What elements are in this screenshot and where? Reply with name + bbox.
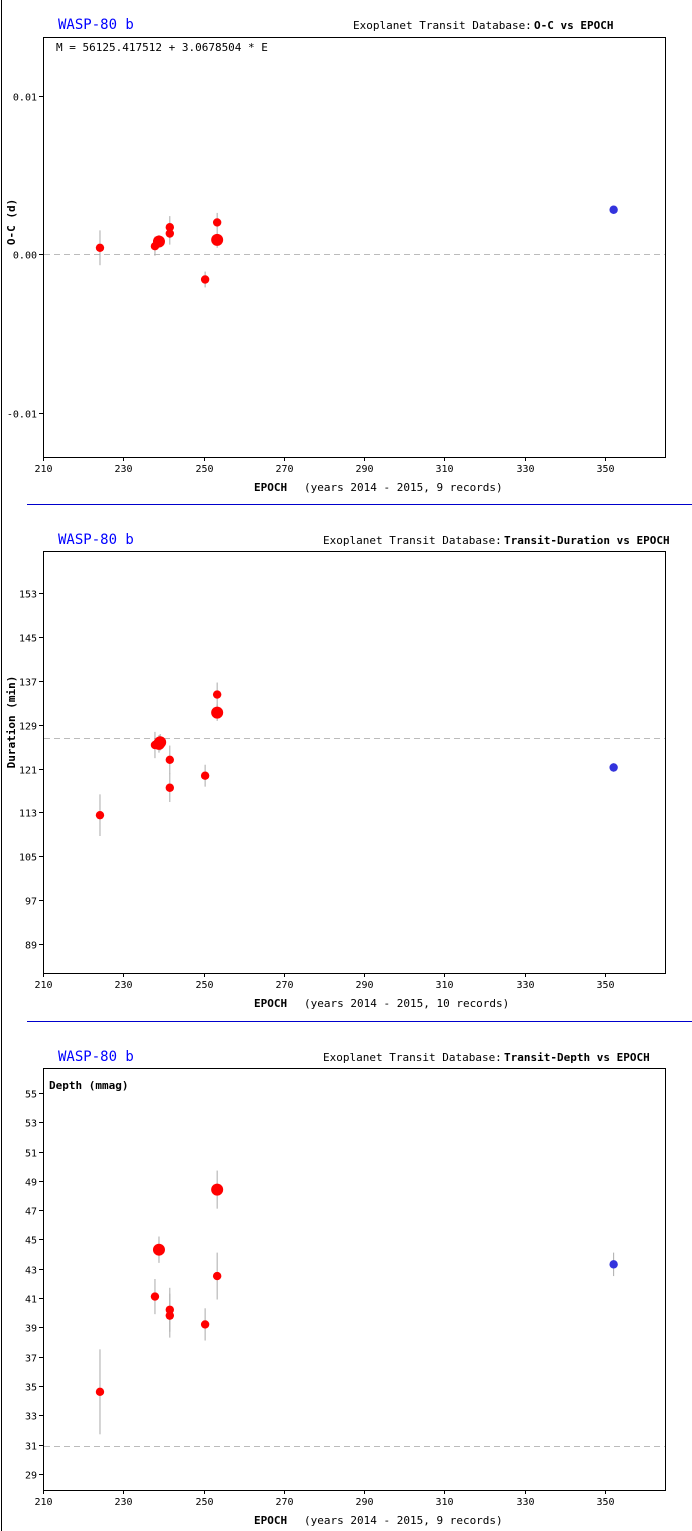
y-tick-label: 37 <box>25 1354 37 1365</box>
y-tick-label: 53 <box>25 1119 37 1130</box>
x-axis-note: (years 2014 - 2015, 9 records) <box>304 1514 503 1527</box>
data-point <box>150 1292 160 1301</box>
chart-title: O-C vs EPOCH <box>534 19 613 32</box>
x-axis-note: (years 2014 - 2015, 10 records) <box>304 997 509 1010</box>
x-tick-label: 290 <box>355 980 373 991</box>
data-point <box>200 275 210 284</box>
x-tick-label: 270 <box>275 980 293 991</box>
x-tick-label: 270 <box>275 1497 293 1508</box>
x-tick-label: 350 <box>596 1497 614 1508</box>
y-tick-label: 31 <box>25 1442 37 1453</box>
x-tick-label: 310 <box>435 980 453 991</box>
planet-title[interactable]: WASP-80 b <box>58 532 134 548</box>
data-point <box>211 706 224 719</box>
x-tick-label: 230 <box>114 980 132 991</box>
y-tick-label: 145 <box>19 634 37 645</box>
y-axis-label: Depth (mmag) <box>49 1079 128 1092</box>
database-label: Exoplanet Transit Database: <box>323 534 502 547</box>
x-tick-label: 210 <box>34 980 52 991</box>
x-tick-label: 270 <box>275 464 293 475</box>
y-tick-label: 129 <box>19 722 37 733</box>
y-tick-label: 43 <box>25 1266 37 1277</box>
x-axis-label: EPOCH <box>254 997 287 1010</box>
y-tick-label: 35 <box>25 1383 37 1394</box>
y-tick-label: 55 <box>25 1090 37 1101</box>
data-point <box>152 1243 165 1256</box>
data-point <box>165 1311 175 1320</box>
plot-area <box>43 1068 666 1491</box>
x-tick-label: 250 <box>195 464 213 475</box>
highlight-data-point <box>609 1260 618 1269</box>
x-tick-label: 250 <box>195 1497 213 1508</box>
plot-area <box>43 551 666 974</box>
x-tick-label: 230 <box>114 1497 132 1508</box>
data-point <box>165 783 175 792</box>
x-tick-label: 330 <box>516 1497 534 1508</box>
y-tick-label: 113 <box>19 809 37 820</box>
x-axis-label: EPOCH <box>254 481 287 494</box>
ephemeris-formula: M = 56125.417512 + 3.0678504 * E <box>56 41 268 54</box>
x-tick-label: 210 <box>34 1497 52 1508</box>
data-point <box>165 222 175 232</box>
chart-title: Transit-Duration vs EPOCH <box>504 534 670 547</box>
x-tick-label: 250 <box>195 980 213 991</box>
highlight-data-point <box>609 763 618 772</box>
y-tick-label: 49 <box>25 1178 37 1189</box>
y-tick-label: 41 <box>25 1295 37 1306</box>
data-point <box>154 736 167 749</box>
y-tick-label: 89 <box>25 941 37 952</box>
data-point <box>95 243 105 252</box>
data-point <box>95 1387 105 1397</box>
highlight-data-point <box>609 205 618 214</box>
chart-title: Transit-Depth vs EPOCH <box>504 1051 650 1064</box>
x-tick-label: 310 <box>435 1497 453 1508</box>
x-axis-label: EPOCH <box>254 1514 287 1527</box>
x-tick-label: 290 <box>355 464 373 475</box>
y-tick-label: 0.00 <box>13 251 37 262</box>
data-point <box>212 690 222 699</box>
database-label: Exoplanet Transit Database: <box>323 1051 502 1064</box>
y-tick-label: 153 <box>19 590 37 601</box>
y-tick-label: 47 <box>25 1207 37 1218</box>
data-point <box>211 233 224 246</box>
plot-area <box>43 37 666 458</box>
y-axis-label: O-C (d) <box>5 199 18 245</box>
data-point <box>211 1183 224 1196</box>
y-tick-label: 0.01 <box>13 93 37 104</box>
x-tick-label: 230 <box>114 464 132 475</box>
y-tick-label: 105 <box>19 853 37 864</box>
data-point <box>200 1320 210 1329</box>
y-tick-label: -0.01 <box>7 410 37 421</box>
data-point <box>212 218 222 227</box>
x-tick-label: 310 <box>435 464 453 475</box>
x-axis-note: (years 2014 - 2015, 9 records) <box>304 481 503 494</box>
data-point <box>165 1305 175 1314</box>
x-tick-label: 330 <box>516 464 534 475</box>
x-tick-label: 350 <box>596 980 614 991</box>
y-tick-label: 39 <box>25 1324 37 1335</box>
y-tick-label: 29 <box>25 1471 37 1482</box>
y-tick-label: 137 <box>19 678 37 689</box>
y-axis-label: Duration (min) <box>5 676 18 769</box>
data-point <box>165 229 175 238</box>
data-point <box>95 810 105 820</box>
y-tick-label: 97 <box>25 897 37 908</box>
data-point <box>165 755 175 765</box>
x-tick-label: 330 <box>516 980 534 991</box>
y-tick-label: 121 <box>19 766 37 777</box>
x-tick-label: 290 <box>355 1497 373 1508</box>
planet-title[interactable]: WASP-80 b <box>58 1049 134 1065</box>
data-point <box>212 1271 222 1281</box>
x-tick-label: 210 <box>34 464 52 475</box>
planet-title[interactable]: WASP-80 b <box>58 17 134 33</box>
y-tick-label: 45 <box>25 1236 37 1247</box>
data-point <box>152 235 165 248</box>
x-tick-label: 350 <box>596 464 614 475</box>
data-point <box>200 771 210 780</box>
y-tick-label: 33 <box>25 1412 37 1423</box>
y-tick-label: 51 <box>25 1149 37 1160</box>
database-label: Exoplanet Transit Database: <box>353 19 532 32</box>
